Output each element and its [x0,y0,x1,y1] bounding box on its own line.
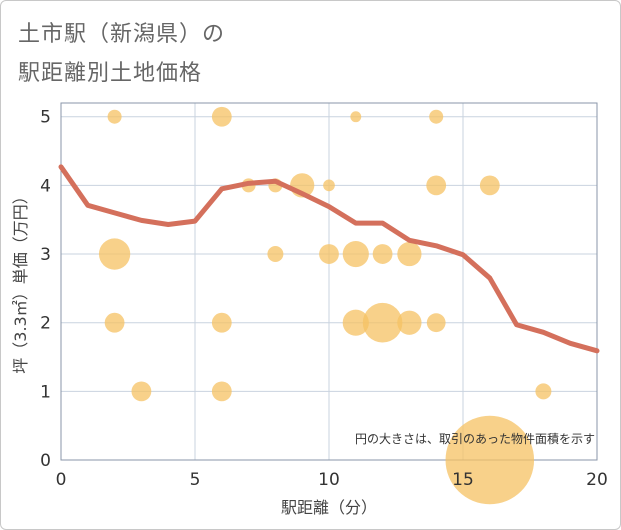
y-axis-label: 坪（3.3㎡）単価（万円） [11,188,30,373]
plot-border [60,102,598,461]
scatter-point-15 [397,241,422,267]
scatter-point-12 [319,244,339,264]
x-axis-label: 駅距離（分） [281,498,377,517]
x-tick-label-1: 5 [190,470,201,490]
y-tick-label-1: 1 [40,382,51,402]
x-tick-label-0: 0 [56,470,67,490]
scatter-point-21 [426,313,446,333]
scatter-point-1 [211,106,232,127]
scatter-point-8 [426,175,447,196]
y-tick-label-4: 4 [40,176,51,196]
grid-layer [61,103,597,460]
y-tick-label-2: 2 [40,314,51,334]
scatter-point-0 [107,109,122,124]
scatter-point-24 [535,383,552,400]
scatter-point-19 [362,302,403,343]
y-tick-label-3: 3 [40,245,51,265]
scatter-point-16 [104,312,125,333]
bubble-size-note: 円の大きさは、取引のあった物件面積を示す [355,431,595,446]
tick-layer: 0 5 10 15 20 0 1 2 3 4 5 [40,108,608,490]
chart-title-line2: 駅距離別土地価格 [18,61,203,86]
scatter-point-3 [429,109,444,124]
x-tick-label-3: 15 [452,470,474,490]
scatter-point-11 [267,246,284,263]
bubble-layer [98,106,552,505]
line-layer [58,164,600,354]
y-tick-label-5: 5 [40,108,51,128]
scatter-point-7 [323,179,335,192]
scatter-point-22 [131,381,152,402]
series-line-0 [58,164,600,354]
y-tick-label-0: 0 [40,451,51,471]
scatter-point-25 [445,415,535,505]
scatter-point-14 [372,244,393,264]
chart-title-line1: 土市駅（新潟県）の [18,22,226,47]
scatter-point-17 [211,312,232,333]
scatter-point-20 [397,310,422,335]
scatter-point-13 [342,240,369,268]
scatter-point-10 [98,238,131,270]
x-tick-label-2: 10 [318,470,340,490]
x-tick-label-4: 20 [586,470,608,490]
scatter-point-23 [211,381,232,402]
scatter-point-18 [342,309,369,336]
scatter-point-9 [479,175,500,196]
scatter-point-2 [350,111,362,123]
